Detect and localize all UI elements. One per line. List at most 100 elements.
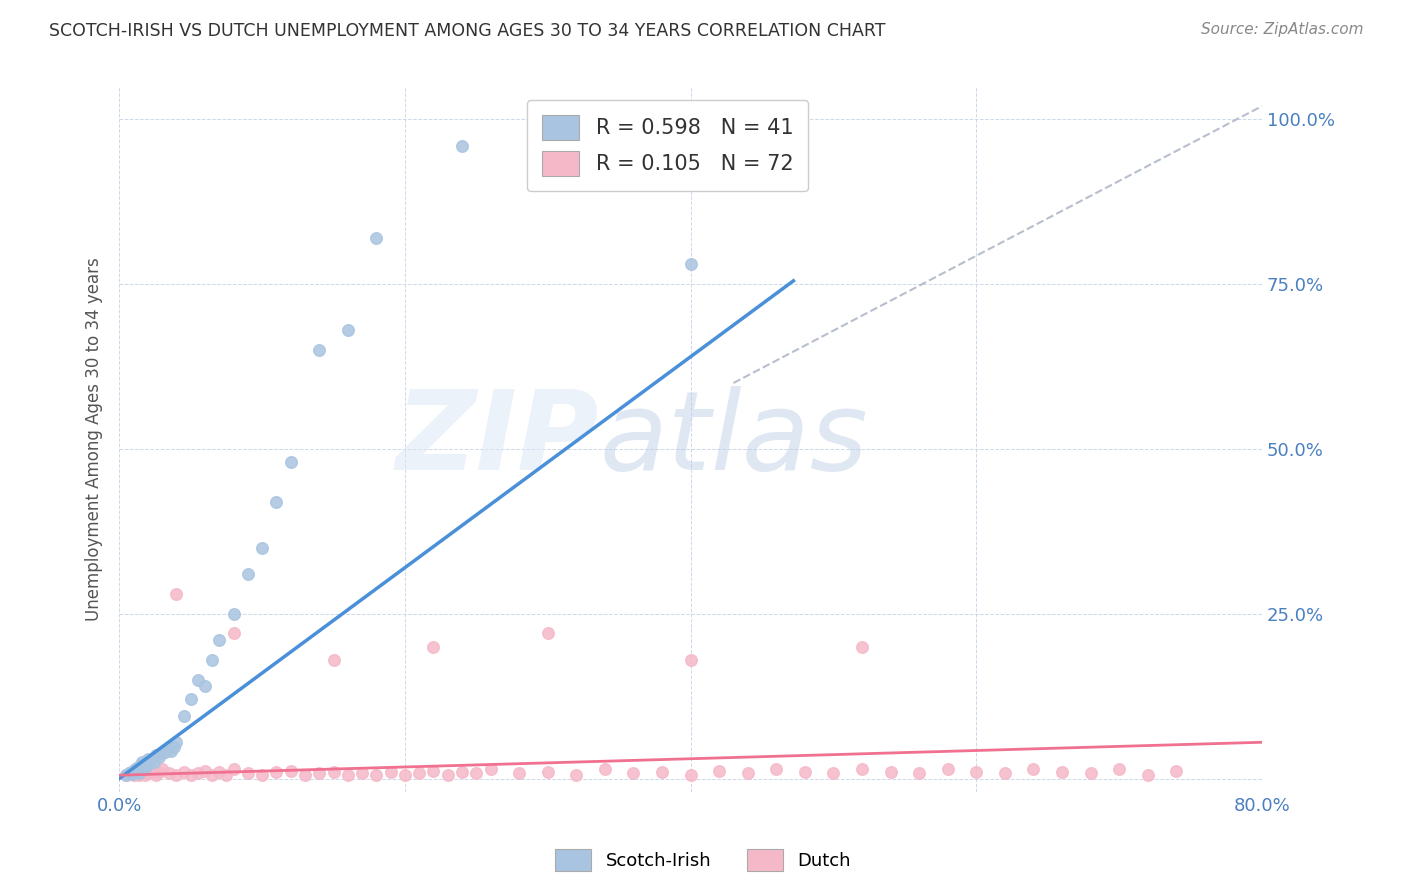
Point [994,766,1017,780]
Point [236,567,259,582]
Point [336,323,359,337]
Point [707,764,730,778]
Point [422,764,444,778]
Point [115,768,138,782]
Point [148,750,170,764]
Point [173,764,195,779]
Point [322,653,344,667]
Point [436,767,458,781]
Point [125,764,148,779]
Point [165,767,187,781]
Point [294,767,316,781]
Point [142,764,165,778]
Point [737,766,759,780]
Point [120,764,142,779]
Point [394,768,416,782]
Point [187,673,209,687]
Point [322,764,344,779]
Text: SCOTCH-IRISH VS DUTCH UNEMPLOYMENT AMONG AGES 30 TO 34 YEARS CORRELATION CHART: SCOTCH-IRISH VS DUTCH UNEMPLOYMENT AMONG… [49,22,886,40]
Point [131,755,153,769]
Point [593,762,616,776]
Point [135,759,157,773]
Point [266,764,288,779]
Point [851,640,873,654]
Point [380,764,402,779]
Point [851,762,873,776]
Point [194,679,217,693]
Point [215,768,238,782]
Point [131,766,153,780]
Point [148,764,170,779]
Point [222,626,245,640]
Point [366,231,388,245]
Point [465,766,488,780]
Point [187,766,209,780]
Point [128,766,150,780]
Point [266,494,288,508]
Point [537,626,560,640]
Point [165,735,187,749]
Point [823,766,845,780]
Point [366,767,388,781]
Point [451,138,474,153]
Point [236,766,259,780]
Point [134,757,156,772]
Point [623,766,645,780]
Point [222,607,245,621]
Point [132,762,155,776]
Point [125,764,148,779]
Point [201,767,224,781]
Point [651,764,673,779]
Point [150,747,173,761]
Point [139,766,162,780]
Point [422,640,444,654]
Point [145,748,167,763]
Legend: R = 0.598   N = 41, R = 0.105   N = 72: R = 0.598 N = 41, R = 0.105 N = 72 [527,100,808,191]
Y-axis label: Unemployment Among Ages 30 to 34 years: Unemployment Among Ages 30 to 34 years [86,257,103,621]
Point [451,764,474,779]
Point [1080,766,1102,780]
Point [250,767,273,781]
Point [124,762,146,776]
Point [408,766,430,780]
Point [127,759,149,773]
Point [115,768,138,782]
Point [162,739,184,754]
Point [120,766,142,780]
Point [222,762,245,776]
Text: ZIP: ZIP [395,385,599,492]
Point [537,764,560,779]
Point [157,766,180,780]
Point [936,762,959,776]
Point [136,752,159,766]
Point [134,767,156,781]
Point [1136,768,1159,782]
Point [280,764,302,778]
Point [679,257,702,271]
Point [180,768,202,782]
Point [352,766,374,780]
Point [208,633,231,648]
Point [128,768,150,782]
Point [201,653,224,667]
Point [122,764,145,778]
Point [479,762,502,776]
Point [1108,762,1130,776]
Point [765,762,787,776]
Point [153,745,176,759]
Point [180,692,202,706]
Point [1050,764,1073,779]
Point [908,766,931,780]
Point [879,764,901,779]
Point [194,764,217,778]
Point [208,764,231,779]
Point [142,755,165,769]
Text: Source: ZipAtlas.com: Source: ZipAtlas.com [1201,22,1364,37]
Point [679,767,702,781]
Point [129,758,152,772]
Point [336,768,359,782]
Legend: Scotch-Irish, Dutch: Scotch-Irish, Dutch [547,842,859,879]
Point [156,742,179,756]
Point [565,767,588,781]
Point [165,587,187,601]
